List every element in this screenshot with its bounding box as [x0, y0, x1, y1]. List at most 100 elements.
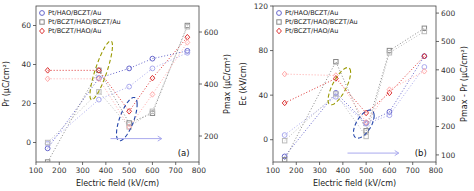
series-line [48, 53, 188, 144]
x-tick-label: 800 [429, 166, 444, 175]
y-tick [33, 103, 36, 104]
point [185, 23, 189, 27]
point [45, 160, 49, 162]
point [333, 94, 338, 99]
legend-marker [277, 20, 281, 24]
x-axis-label: Electric field (kV/cm) [313, 179, 396, 188]
point [96, 97, 101, 102]
legend-marker [277, 28, 282, 34]
y-tick [33, 142, 36, 143]
legend-marker [40, 11, 45, 16]
y2-tick-label: 200 [441, 122, 456, 131]
point [282, 154, 287, 159]
point [422, 29, 426, 33]
x-tick [82, 162, 83, 165]
y2-tick-label: 300 [441, 94, 456, 103]
x-tick-label: 400 [336, 166, 351, 175]
plot-area [45, 23, 190, 162]
x-tick [273, 162, 274, 165]
y2-tick [199, 136, 202, 137]
point [185, 40, 190, 46]
x-tick [412, 162, 413, 165]
panel: 1002003004005006007008000408012010020030… [239, 2, 469, 188]
point [96, 68, 101, 74]
x-tick-label: 400 [99, 166, 114, 175]
legend-label: Pt/BCZT/HAO/BCZT/Au [285, 18, 358, 26]
x-tick [436, 162, 437, 165]
legend-label: Pt/HAO/BCZT/Au [285, 9, 338, 17]
point [96, 76, 101, 82]
series-line [48, 37, 188, 111]
series-line [285, 56, 425, 113]
point [387, 87, 392, 93]
y-tick-label: 0 [263, 135, 268, 144]
point [282, 100, 287, 106]
series-line [285, 67, 425, 135]
x-tick-label: 800 [192, 166, 207, 175]
point [150, 92, 155, 98]
y2-tick [436, 13, 439, 14]
legend-label: Pt/BCZT/HAO/Au [48, 27, 101, 35]
y-tick-label: 60 [21, 21, 31, 30]
y-tick-label: 120 [254, 2, 269, 11]
x-tick-label: 100 [266, 166, 281, 175]
arrow [348, 151, 399, 156]
ellipse [328, 68, 351, 105]
point [364, 129, 368, 133]
plot-area [282, 26, 427, 162]
x-tick [199, 162, 200, 165]
point [45, 76, 50, 82]
y2-tick [436, 98, 439, 99]
figure: 1002003004005006007008000204060200400600… [0, 0, 474, 191]
y-axis-label: Pr (μC/cm²) [2, 61, 11, 107]
x-tick-label: 700 [169, 166, 184, 175]
y-tick-label: 20 [21, 99, 31, 108]
series-line [48, 27, 188, 143]
x-tick [296, 162, 297, 165]
y2-tick [436, 126, 439, 127]
point [387, 51, 391, 55]
legend-label: Pt/HAO/BCZT/Au [48, 9, 101, 17]
y2-tick [199, 32, 202, 33]
y-tick [270, 6, 273, 7]
point [387, 113, 392, 118]
y-tick [270, 139, 273, 140]
y-tick [33, 64, 36, 65]
y-tick-label: 0 [26, 138, 31, 147]
ellipse [116, 97, 137, 140]
legend-marker [40, 20, 44, 24]
point [185, 25, 189, 29]
y2-tick-label: 600 [441, 9, 456, 18]
y2-tick-label: 200 [204, 132, 219, 141]
plot-frame [36, 6, 199, 162]
x-axis-label: Electric field (kV/cm) [76, 179, 159, 188]
point [150, 75, 155, 81]
x-tick [152, 162, 153, 165]
point [364, 119, 369, 125]
y2-tick-label: 600 [204, 28, 219, 37]
x-tick-label: 700 [406, 166, 421, 175]
x-tick [175, 162, 176, 165]
point [150, 66, 155, 71]
x-tick-label: 600 [382, 166, 397, 175]
point [127, 84, 132, 89]
series-line [285, 32, 425, 141]
ellipse [90, 41, 113, 100]
y2-tick-label: 500 [441, 37, 456, 46]
y2-tick [436, 41, 439, 42]
series-line [48, 26, 188, 163]
series-line [48, 42, 188, 127]
point [282, 158, 286, 162]
plot-frame [273, 6, 436, 162]
point [185, 50, 190, 55]
panel: 1002003004005006007008000204060200400600… [2, 6, 232, 188]
arrow [111, 136, 162, 141]
point [282, 139, 286, 143]
point [422, 68, 427, 74]
y2-tick-label: 400 [204, 80, 219, 89]
y2-axis-label: Pmax (μC/cm²) [223, 54, 232, 114]
y2-tick [436, 154, 439, 155]
series-line [285, 71, 425, 122]
panel-title: (b) [415, 148, 427, 158]
legend-label: Pt/BCZT/HAO/Au [285, 27, 338, 35]
